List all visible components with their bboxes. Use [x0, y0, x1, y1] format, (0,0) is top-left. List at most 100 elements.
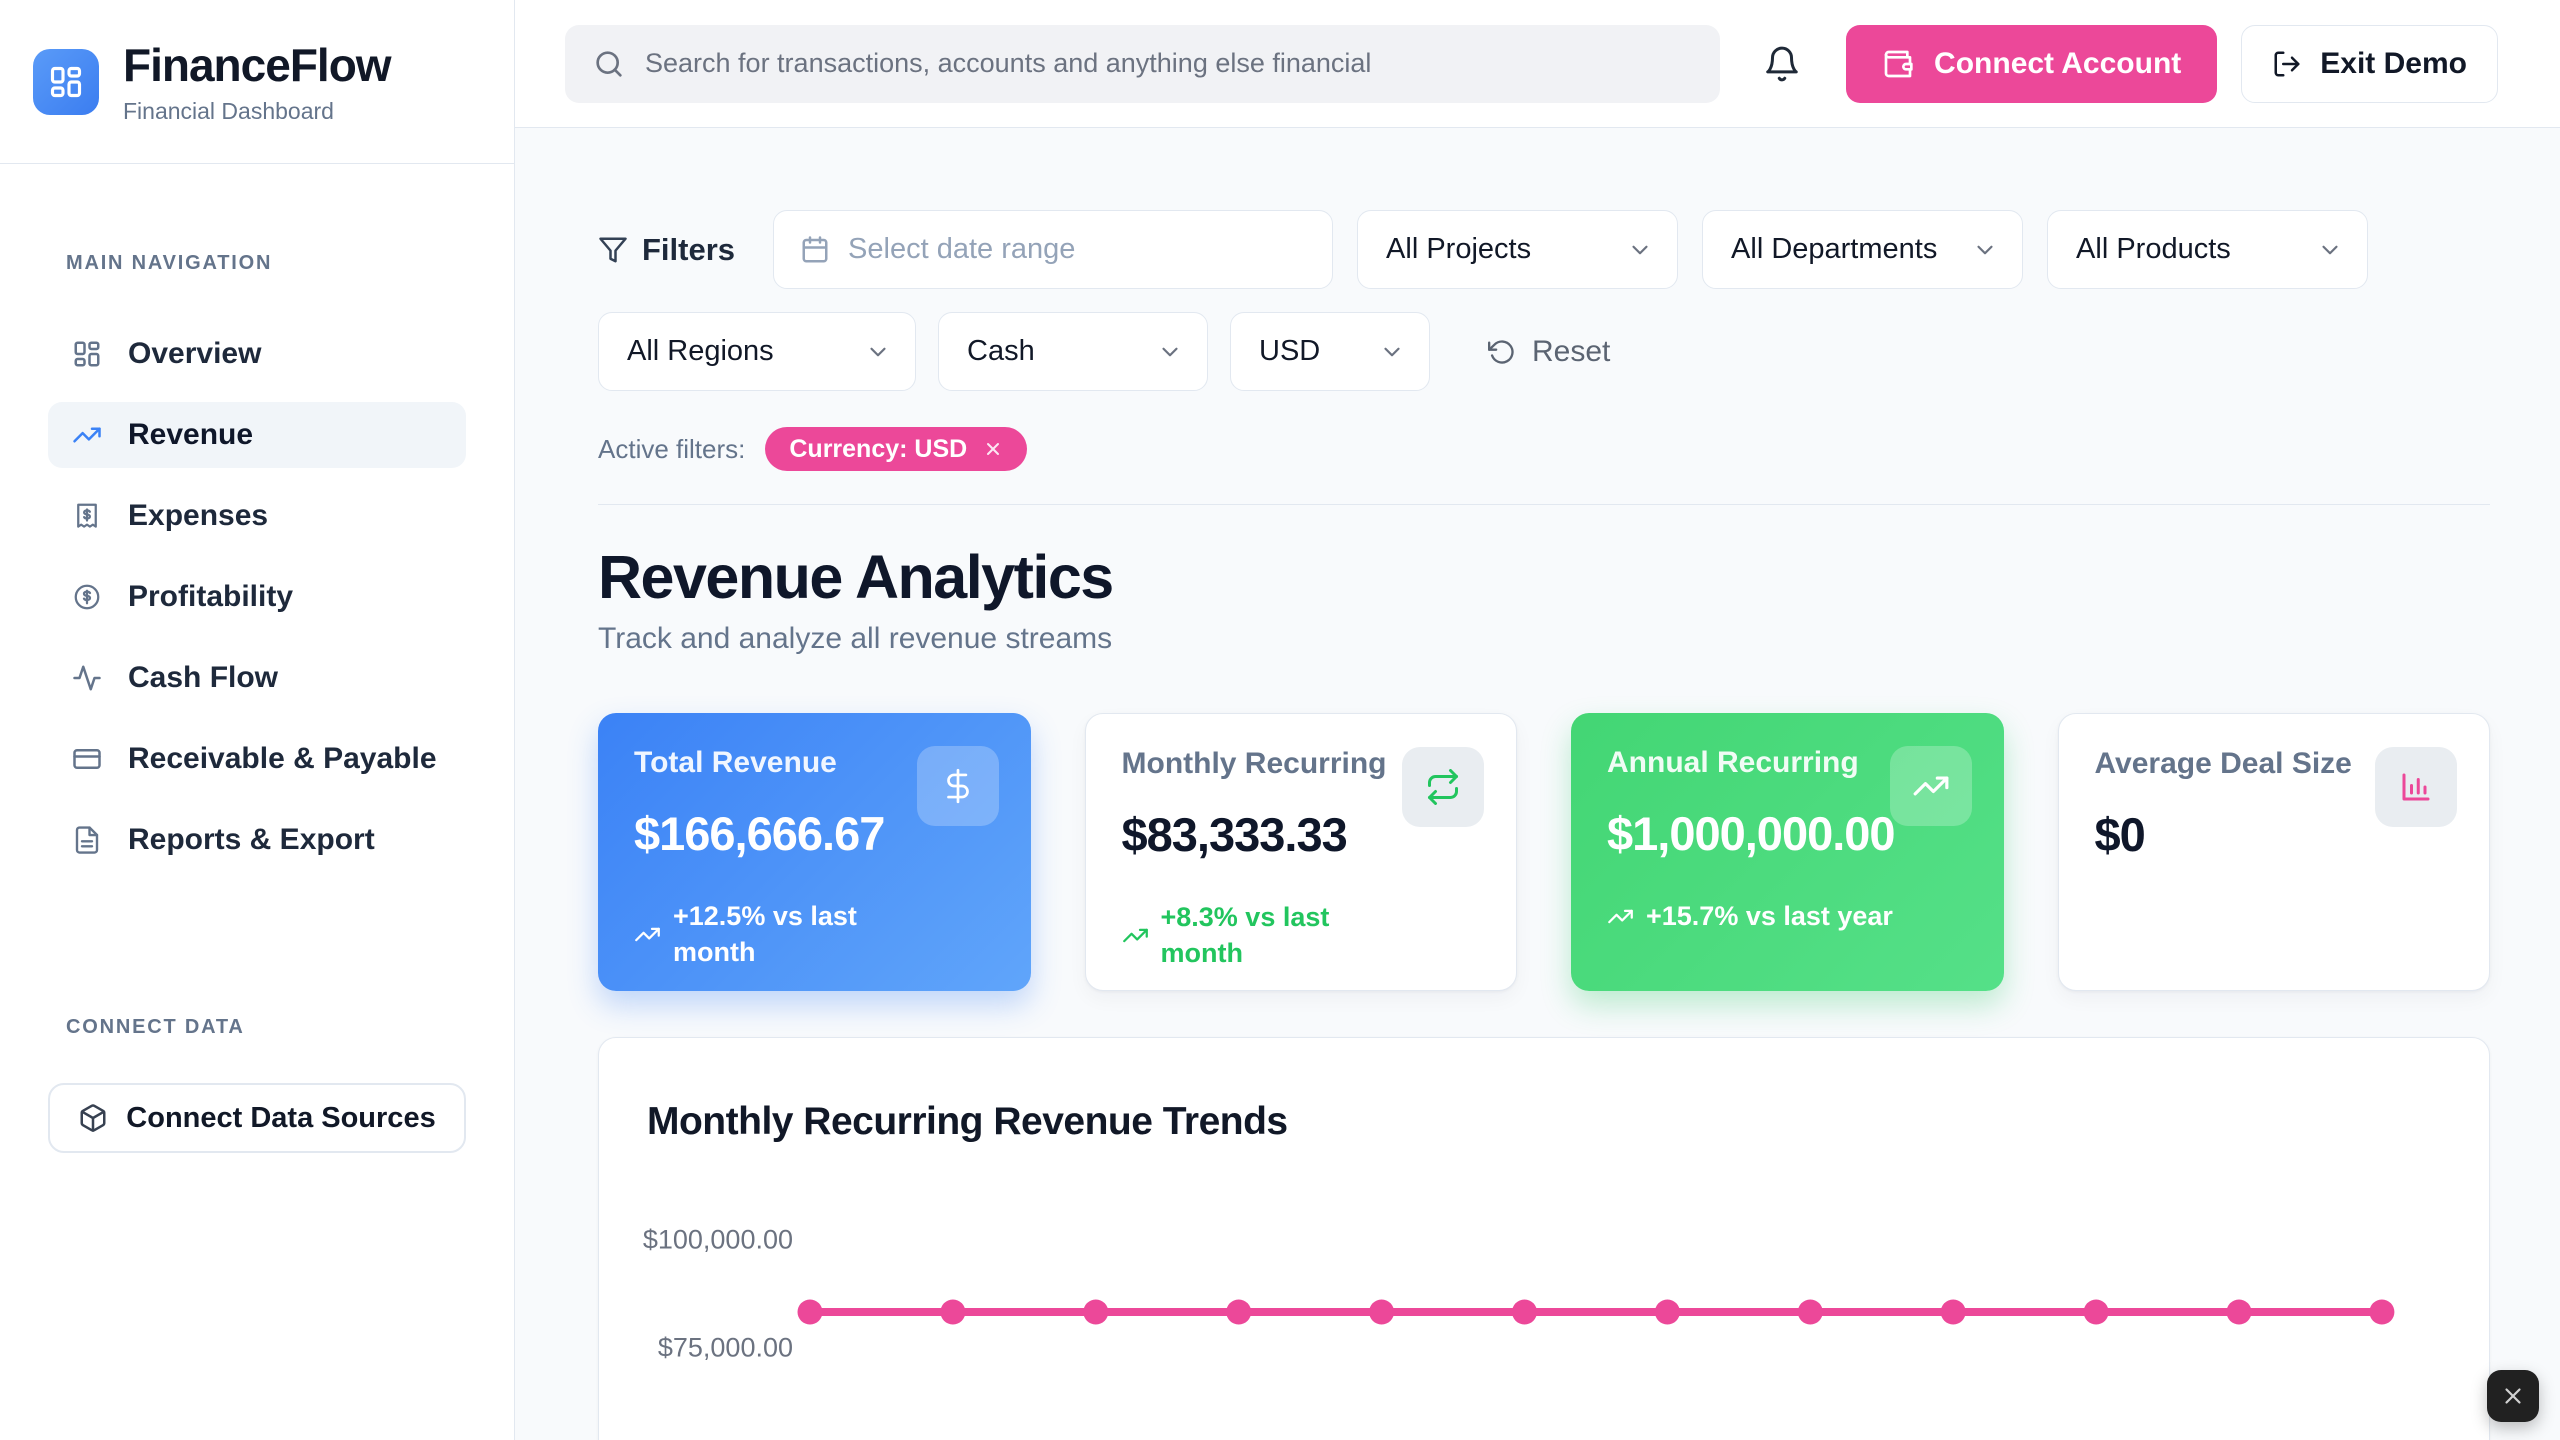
connect-data-section-label: CONNECT DATA — [66, 1016, 245, 1038]
filters-label-text: Filters — [642, 231, 736, 267]
metric-change-text: +12.5% vs last month — [673, 901, 857, 967]
section-divider — [598, 504, 2490, 505]
chip-label: Currency: USD — [789, 434, 968, 463]
date-range-input[interactable]: Select date range — [773, 210, 1334, 289]
trending-up-icon — [1607, 903, 1634, 930]
connect-data-sources-button[interactable]: Connect Data Sources — [48, 1083, 466, 1153]
active-filter-chip-currency[interactable]: Currency: USD — [765, 427, 1028, 471]
data-point-dot[interactable] — [1940, 1299, 1966, 1325]
sidebar-item-label: Profitability — [128, 580, 294, 613]
sidebar-item-label: Reports & Export — [128, 823, 375, 856]
brand-name: FinanceFlow — [123, 39, 392, 91]
remove-filter-x-icon[interactable] — [983, 439, 1003, 459]
metric-card-monthly-recurring: Monthly Recurring $83,333.33 +8.3% vs la… — [1084, 713, 1517, 991]
metric-value: $83,333.33 — [1121, 808, 1348, 861]
active-filters-label: Active filters: — [598, 433, 746, 464]
y-axis-tick-label: $75,000.00 — [657, 1332, 793, 1363]
bell-icon — [1763, 45, 1801, 83]
sidebar-nav: MAIN NAVIGATION Overview Revenue Expense… — [0, 164, 514, 1440]
sidebar-item-expenses[interactable]: Expenses — [48, 483, 466, 549]
file-text-icon — [72, 825, 102, 855]
metric-label: Monthly Recurring — [1121, 747, 1387, 780]
line-chart: $100,000.00$75,000.00$50,000.00 — [599, 1038, 2489, 1440]
data-point-dot[interactable] — [1226, 1299, 1252, 1325]
log-out-icon — [2272, 49, 2302, 79]
credit-card-icon — [72, 744, 102, 774]
brand-logo — [33, 48, 99, 115]
data-point-dot[interactable] — [2226, 1299, 2252, 1325]
select-value: All Departments — [1731, 233, 1938, 265]
metric-change: +12.5% vs last month — [634, 899, 995, 970]
data-point-dot[interactable] — [940, 1299, 966, 1325]
dashboard-grid-icon — [72, 339, 102, 369]
data-point-dot[interactable] — [1369, 1299, 1395, 1325]
chevron-down-icon — [1972, 237, 1998, 263]
currency-filter-select[interactable]: USD — [1230, 312, 1430, 391]
content-area: Filters Select date range All Projects A… — [515, 128, 2560, 1440]
metric-change-text: +15.7% vs last year — [1646, 901, 1893, 931]
cube-icon — [78, 1103, 108, 1133]
brand: FinanceFlow Financial Dashboard — [0, 0, 514, 164]
nav-section-label: MAIN NAVIGATION — [66, 252, 273, 274]
select-value: All Products — [2076, 233, 2231, 265]
activity-pulse-icon — [72, 663, 102, 693]
close-overlay-button[interactable] — [2487, 1370, 2539, 1422]
y-axis-tick-label: $100,000.00 — [642, 1224, 793, 1255]
chevron-down-icon — [2317, 237, 2343, 263]
payment-method-filter-select[interactable]: Cash — [938, 312, 1208, 391]
filters-label: Filters — [598, 232, 735, 268]
reset-filters-button[interactable]: Reset — [1488, 335, 1610, 369]
data-point-dot[interactable] — [2369, 1299, 2395, 1325]
sidebar-item-receivable-payable[interactable]: Receivable & Payable — [48, 726, 466, 792]
sidebar-item-reports-export[interactable]: Reports & Export — [48, 807, 466, 873]
project-filter-select[interactable]: All Projects — [1357, 210, 1679, 289]
metric-value: $166,666.67 — [634, 807, 885, 860]
metric-change-text: +8.3% vs last month — [1160, 902, 1330, 968]
reset-label: Reset — [1532, 334, 1611, 368]
topbar: Connect Account Exit Demo — [515, 0, 2560, 128]
chart-title: Monthly Recurring Revenue Trends — [647, 1100, 1288, 1143]
chevron-down-icon — [865, 339, 891, 365]
data-point-dot[interactable] — [1512, 1299, 1537, 1325]
close-x-icon — [2500, 1383, 2526, 1409]
trending-up-icon — [634, 921, 661, 948]
department-filter-select[interactable]: All Departments — [1702, 210, 2024, 289]
sidebar-item-label: Overview — [128, 337, 262, 370]
select-value: All Regions — [627, 335, 774, 367]
chevron-down-icon — [1379, 339, 1405, 365]
connect-account-label: Connect Account — [1934, 46, 2182, 80]
sidebar-item-label: Receivable & Payable — [128, 742, 437, 775]
metric-card-average-deal-size: Average Deal Size $0 — [2057, 713, 2490, 991]
sidebar-item-cash-flow[interactable]: Cash Flow — [48, 645, 466, 711]
global-search[interactable] — [565, 24, 1721, 103]
chevron-down-icon — [1157, 339, 1183, 365]
data-point-dot[interactable] — [1654, 1299, 1680, 1325]
search-input[interactable] — [645, 48, 1693, 79]
funnel-filter-icon — [598, 235, 628, 265]
connect-account-button[interactable]: Connect Account — [1846, 24, 2218, 103]
data-point-dot[interactable] — [797, 1299, 823, 1325]
filters-row-1: Filters Select date range All Projects A… — [598, 210, 2490, 289]
product-filter-select[interactable]: All Products — [2047, 210, 2369, 289]
line-series-svg — [797, 1299, 2395, 1325]
select-value: USD — [1259, 335, 1321, 367]
repeat-icon — [1402, 747, 1484, 827]
sidebar-item-overview[interactable]: Overview — [48, 321, 466, 387]
page-title: Revenue Analytics — [598, 543, 1114, 611]
metric-label: Annual Recurring — [1607, 746, 1859, 779]
data-point-dot[interactable] — [1083, 1299, 1109, 1325]
exit-demo-button[interactable]: Exit Demo — [2241, 24, 2498, 103]
trending-up-icon — [72, 420, 102, 450]
data-point-dot[interactable] — [1797, 1299, 1823, 1325]
metric-value: $1,000,000.00 — [1607, 807, 1896, 860]
page-subtitle: Track and analyze all revenue streams — [598, 622, 1113, 655]
select-value: Cash — [967, 335, 1035, 367]
sidebar-item-profitability[interactable]: Profitability — [48, 564, 466, 630]
region-filter-select[interactable]: All Regions — [598, 312, 916, 391]
data-point-dot[interactable] — [2083, 1299, 2109, 1325]
notifications-bell-button[interactable] — [1754, 36, 1810, 92]
dollar-sign-icon — [916, 746, 999, 826]
sidebar-item-revenue[interactable]: Revenue — [48, 402, 466, 468]
sidebar: FinanceFlow Financial Dashboard MAIN NAV… — [0, 0, 515, 1440]
